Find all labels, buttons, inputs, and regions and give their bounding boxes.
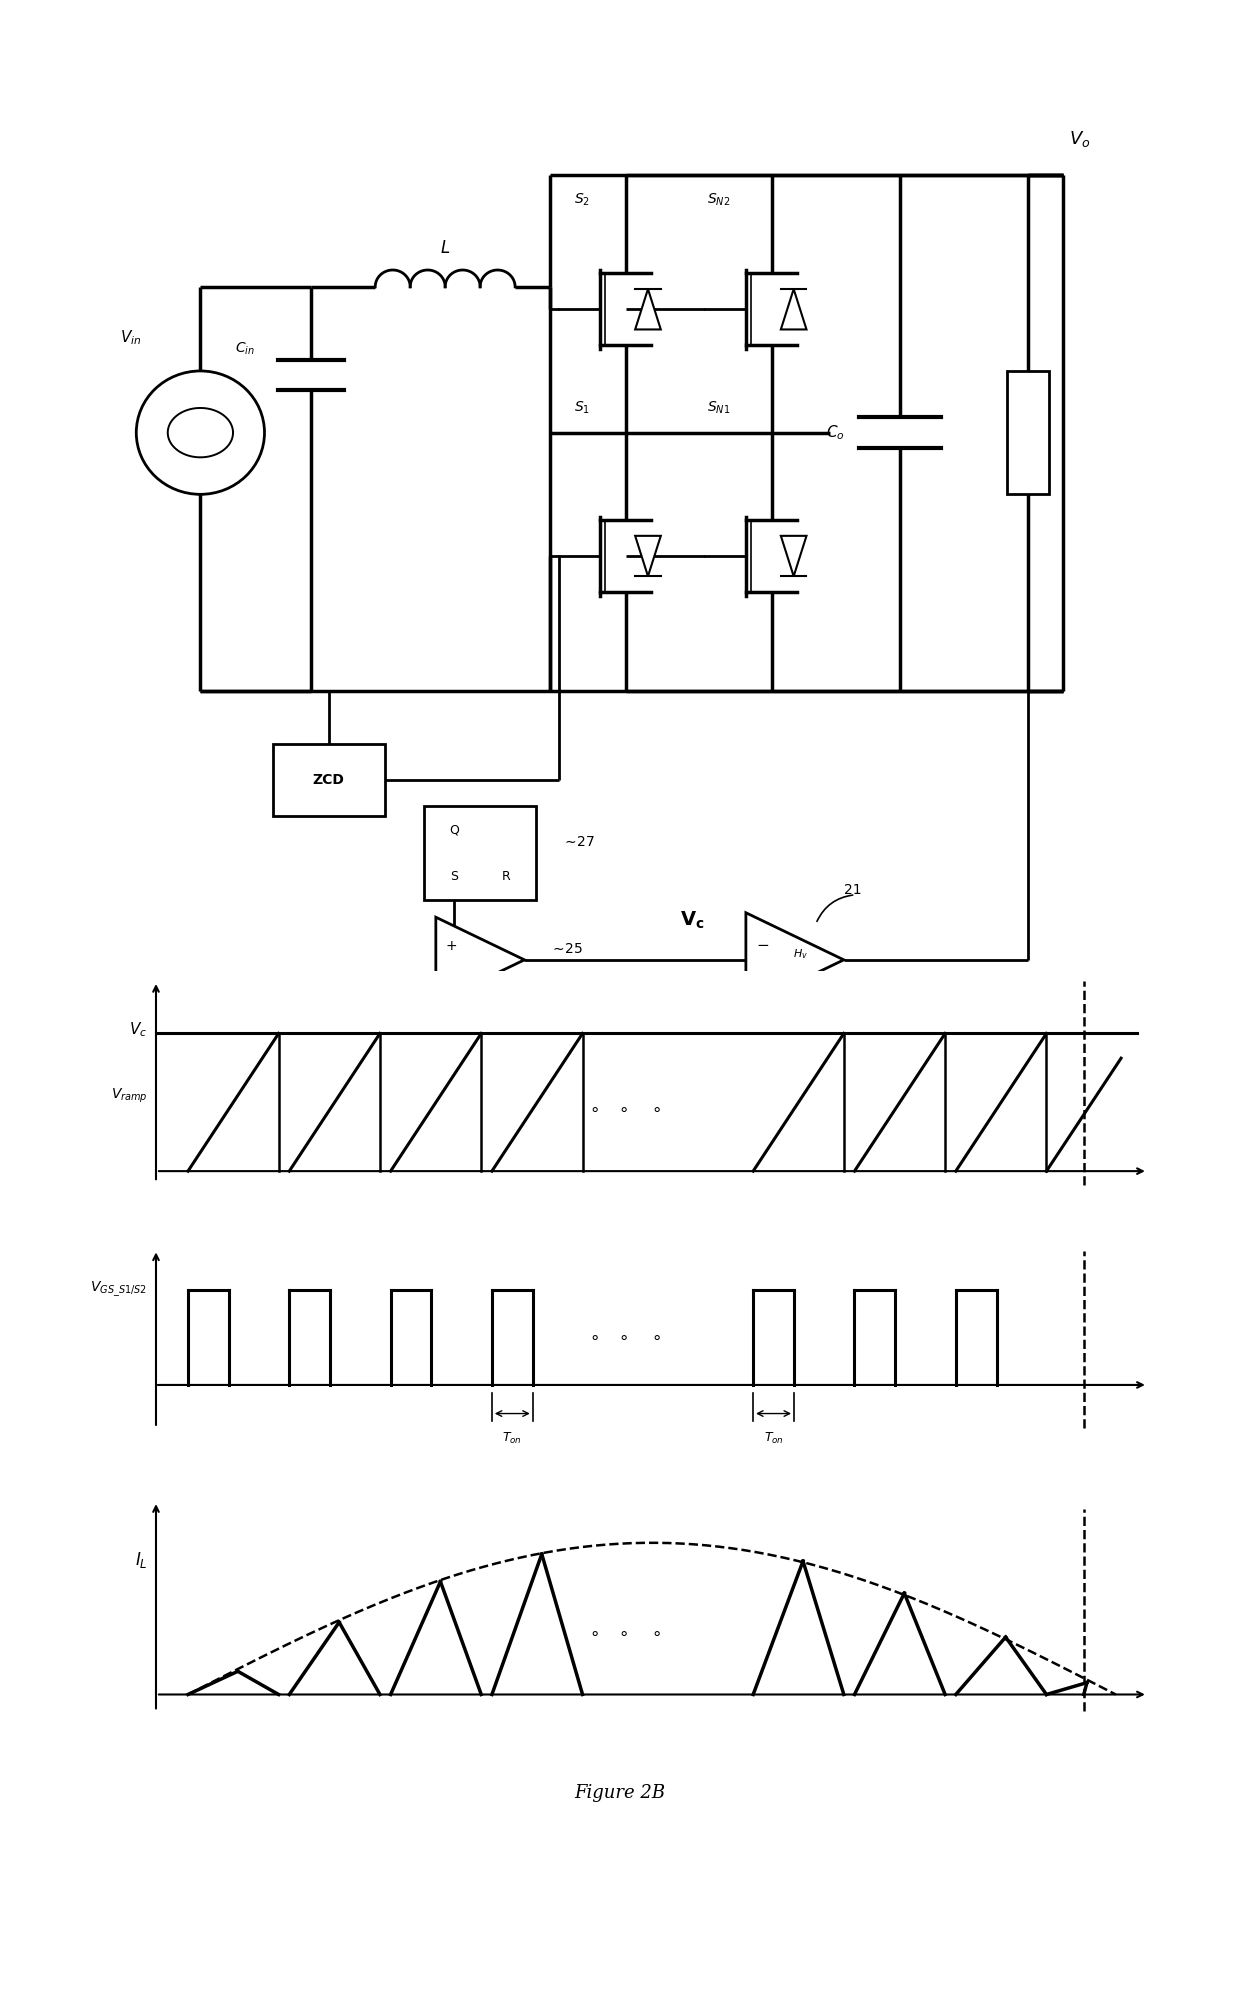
Text: $V_c$: $V_c$: [129, 1020, 148, 1040]
Text: $I_L$: $I_L$: [135, 1550, 148, 1570]
Text: $\mathbf{V_c}$: $\mathbf{V_c}$: [680, 909, 704, 931]
Bar: [1007, 371, 1049, 495]
Text: $S_1$: $S_1$: [574, 401, 589, 417]
Text: $S_{N1}$: $S_{N1}$: [707, 401, 730, 417]
Text: R: R: [501, 871, 510, 883]
Text: ZCD: ZCD: [312, 773, 345, 787]
Text: $T_{on}$: $T_{on}$: [502, 1430, 522, 1446]
Bar: [424, 805, 536, 901]
Text: $V_{in}$: $V_{in}$: [120, 328, 141, 347]
Text: Figure 2A: Figure 2A: [574, 1114, 666, 1132]
Text: 21: 21: [844, 883, 862, 897]
Text: $+$: $+$: [756, 969, 769, 983]
Text: $C_{in}$: $C_{in}$: [236, 341, 255, 357]
Text: Q: Q: [450, 823, 460, 835]
Text: $S_2$: $S_2$: [574, 190, 589, 208]
Text: $\circ\quad\circ\quad\circ$: $\circ\quad\circ\quad\circ$: [589, 1328, 662, 1346]
Text: S: S: [450, 871, 459, 883]
Text: +: +: [445, 939, 456, 953]
Text: $\circ\quad\circ\quad\circ$: $\circ\quad\circ\quad\circ$: [589, 1624, 662, 1642]
Bar: [273, 745, 384, 817]
Text: $-$: $-$: [755, 935, 769, 951]
Text: $V_o$: $V_o$: [1069, 128, 1090, 148]
Text: $V_{GS\_S1/S2}$: $V_{GS\_S1/S2}$: [91, 1280, 148, 1300]
Polygon shape: [781, 288, 806, 328]
Polygon shape: [635, 288, 661, 328]
Polygon shape: [746, 913, 843, 1008]
Text: $S_e$: $S_e$: [337, 1056, 355, 1074]
Text: $V_{ramp}$: $V_{ramp}$: [110, 1086, 148, 1104]
Polygon shape: [635, 537, 661, 577]
Text: $S_{N2}$: $S_{N2}$: [708, 190, 730, 208]
Text: $\circ\quad\circ\quad\circ$: $\circ\quad\circ\quad\circ$: [589, 1100, 662, 1118]
Text: $\sim\!27$: $\sim\!27$: [562, 835, 595, 849]
Polygon shape: [435, 917, 525, 1002]
Text: $C_o$: $C_o$: [826, 423, 844, 443]
Text: $H_v$: $H_v$: [794, 947, 808, 961]
Text: $\sim\!25$: $\sim\!25$: [551, 941, 583, 955]
Text: $|$: $|$: [449, 969, 453, 983]
Text: Figure 2B: Figure 2B: [574, 1785, 666, 1801]
Text: $V_{ref}$: $V_{ref}$: [799, 1036, 827, 1054]
Text: $L$: $L$: [440, 238, 450, 256]
Text: $T_{on}$: $T_{on}$: [764, 1430, 784, 1446]
Polygon shape: [781, 537, 806, 577]
